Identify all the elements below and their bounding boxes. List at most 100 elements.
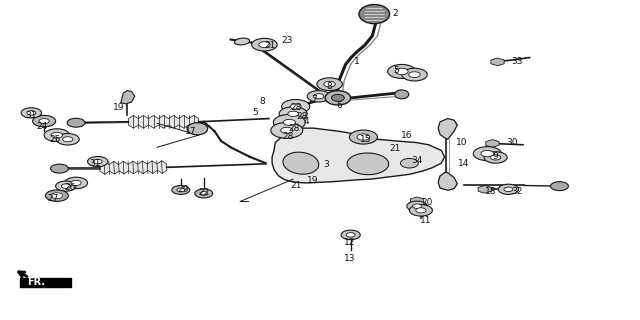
Polygon shape: [491, 58, 504, 66]
Circle shape: [273, 115, 305, 130]
Text: 21: 21: [290, 181, 301, 190]
Text: 21: 21: [390, 144, 401, 153]
Circle shape: [388, 64, 416, 78]
Text: 22: 22: [198, 188, 209, 197]
Text: 28: 28: [282, 132, 294, 140]
Circle shape: [61, 184, 70, 188]
Circle shape: [177, 188, 184, 192]
Text: 19: 19: [113, 103, 125, 112]
Text: 23: 23: [281, 36, 292, 45]
Circle shape: [21, 108, 42, 118]
Text: 28: 28: [290, 103, 301, 112]
Circle shape: [409, 72, 420, 77]
Text: 1: 1: [354, 57, 360, 66]
Text: 31: 31: [90, 159, 101, 168]
Text: 14: 14: [458, 159, 469, 168]
Circle shape: [65, 177, 88, 189]
Text: 8: 8: [326, 82, 332, 91]
Circle shape: [410, 204, 433, 216]
Text: 16: 16: [401, 131, 412, 140]
Text: 26: 26: [64, 183, 76, 192]
Text: 33: 33: [511, 57, 522, 66]
Ellipse shape: [283, 152, 319, 174]
Circle shape: [33, 116, 56, 127]
Polygon shape: [121, 91, 135, 104]
Ellipse shape: [395, 90, 409, 99]
Text: 27: 27: [47, 194, 59, 204]
Circle shape: [271, 123, 303, 138]
Text: 12: 12: [344, 238, 356, 247]
Text: 24: 24: [36, 122, 48, 131]
Circle shape: [416, 208, 426, 213]
Circle shape: [484, 152, 507, 163]
Polygon shape: [129, 116, 198, 128]
Circle shape: [252, 38, 277, 51]
Circle shape: [279, 107, 307, 121]
Circle shape: [314, 94, 324, 99]
Ellipse shape: [347, 153, 388, 175]
Circle shape: [307, 91, 330, 102]
Circle shape: [56, 181, 76, 191]
Text: 18: 18: [485, 188, 497, 196]
Ellipse shape: [401, 158, 419, 168]
Circle shape: [504, 187, 513, 192]
Circle shape: [93, 159, 102, 164]
Text: 5: 5: [394, 66, 399, 75]
Circle shape: [413, 204, 422, 208]
Circle shape: [341, 230, 360, 240]
Ellipse shape: [187, 123, 207, 135]
Text: 5: 5: [252, 108, 258, 117]
Text: 31: 31: [26, 111, 37, 120]
Text: 34: 34: [412, 156, 423, 164]
Circle shape: [346, 233, 355, 237]
Circle shape: [324, 81, 335, 87]
Circle shape: [291, 104, 301, 109]
Circle shape: [195, 189, 212, 198]
Text: 10: 10: [456, 138, 468, 147]
Text: 7: 7: [311, 95, 317, 104]
Circle shape: [259, 42, 270, 48]
Polygon shape: [99, 161, 167, 174]
Circle shape: [498, 184, 518, 195]
Text: 32: 32: [511, 188, 522, 196]
Text: 28: 28: [296, 112, 308, 121]
Circle shape: [473, 147, 501, 161]
Text: 4: 4: [303, 117, 308, 126]
Circle shape: [44, 129, 70, 141]
Circle shape: [172, 186, 189, 195]
Circle shape: [396, 68, 408, 75]
Text: 8: 8: [260, 97, 266, 106]
Text: 2: 2: [392, 9, 398, 18]
Ellipse shape: [325, 91, 351, 105]
Circle shape: [402, 68, 428, 81]
Circle shape: [51, 164, 68, 173]
Polygon shape: [438, 119, 458, 139]
Circle shape: [63, 137, 73, 142]
Circle shape: [27, 111, 36, 115]
Text: 3: 3: [323, 160, 329, 169]
Circle shape: [317, 78, 342, 91]
Circle shape: [51, 132, 63, 138]
Polygon shape: [438, 172, 458, 190]
Text: FR.: FR.: [27, 277, 45, 287]
Text: 20: 20: [422, 197, 433, 206]
Circle shape: [357, 134, 370, 140]
Polygon shape: [478, 186, 492, 193]
Circle shape: [71, 180, 81, 186]
Circle shape: [281, 127, 293, 133]
Circle shape: [51, 193, 63, 198]
Text: 17: 17: [185, 127, 196, 136]
Circle shape: [282, 100, 310, 114]
Text: 6: 6: [336, 101, 342, 110]
Circle shape: [284, 119, 296, 125]
Text: 11: 11: [420, 216, 431, 225]
Circle shape: [550, 182, 568, 191]
Text: 21: 21: [264, 41, 276, 50]
Text: 30: 30: [506, 138, 517, 147]
Ellipse shape: [234, 38, 250, 45]
Polygon shape: [410, 197, 424, 204]
Text: 15: 15: [360, 135, 372, 144]
Polygon shape: [272, 128, 445, 183]
Circle shape: [88, 156, 108, 167]
Text: 19: 19: [307, 176, 318, 185]
